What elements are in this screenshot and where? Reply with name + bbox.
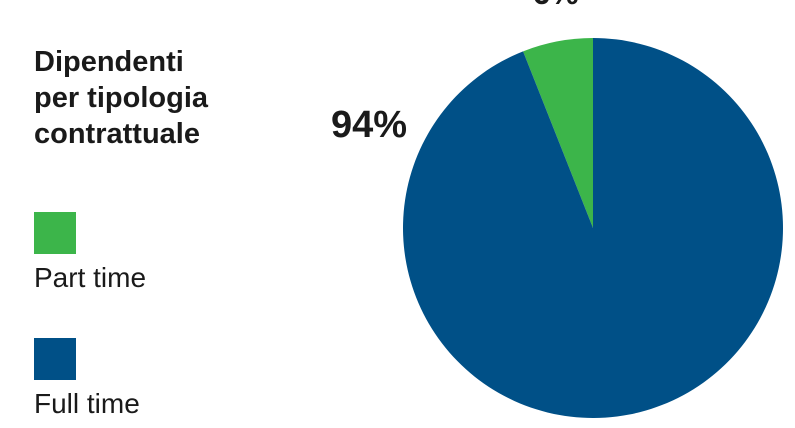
legend-label-full-time: Full time <box>34 388 140 419</box>
chart-title-line-2: per tipologia <box>34 82 208 114</box>
pie-slice-part-time <box>523 38 593 228</box>
legend-item-part-time: Part time <box>34 212 146 294</box>
chart-title-line-3: contrattuale <box>34 118 200 150</box>
legend-swatch-full-time <box>34 338 76 380</box>
pie-slice-full-time <box>403 38 784 418</box>
legend-label-part-time: Part time <box>34 262 147 293</box>
pie-label-part-time: 6% <box>532 0 578 11</box>
chart-title-line-1: Dipendenti <box>34 46 184 78</box>
legend-item-full-time: Full time <box>34 338 140 420</box>
chart-title: Dipendenti per tipologia contrattuale <box>34 44 294 152</box>
legend-swatch-part-time <box>34 212 76 254</box>
pie-label-full-time: 94% <box>331 104 407 146</box>
